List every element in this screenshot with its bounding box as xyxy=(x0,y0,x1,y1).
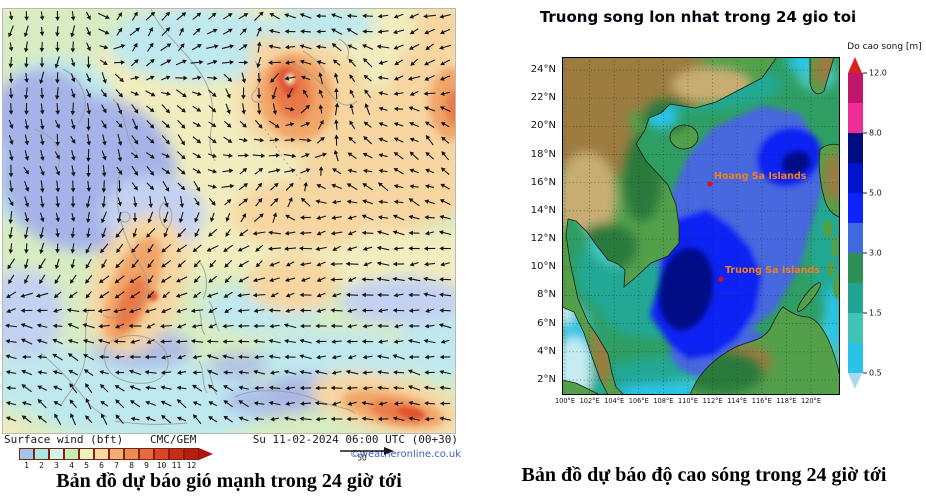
colorbar-segment xyxy=(848,163,863,193)
colorbar-tick: 12.0 xyxy=(863,69,887,78)
wave-height-colorbar xyxy=(848,57,863,389)
beaufort-step-value: 7 xyxy=(114,461,119,470)
beaufort-step xyxy=(49,448,64,460)
lat-tick-label: 2°N xyxy=(537,373,556,385)
beaufort-step xyxy=(64,448,79,460)
longitude-axis: 100°E 102°E 104°E 106°E 108°E 110°E 112°E 114°E… xyxy=(555,396,840,406)
reference-arrow-value: 50 xyxy=(357,454,367,463)
beaufort-step xyxy=(184,448,199,460)
beaufort-scale-arrow xyxy=(199,448,213,460)
lat-tick-label: 12°N xyxy=(530,233,556,245)
beaufort-step-value: 9 xyxy=(144,461,149,470)
colorbar-title: Do cao song [m] xyxy=(847,42,922,52)
wind-map xyxy=(2,8,456,434)
lon-tick-label: 120°E xyxy=(800,397,822,405)
beaufort-step-value: 2 xyxy=(39,461,44,470)
colorbar-segment xyxy=(848,223,863,253)
lon-tick-label: 104°E xyxy=(604,397,625,405)
coastlines xyxy=(32,9,358,425)
beaufort-step-value: 12 xyxy=(186,461,197,470)
beaufort-step xyxy=(34,448,49,460)
latitude-axis: 24°N 22°N 20°N 18°N 16°N 14°N 12°N 10°N 8°N 6°N 4°… xyxy=(520,57,558,395)
beaufort-step-value: 11 xyxy=(171,461,182,470)
wave-map: Hoang Sa Islands Truong Sa Islands xyxy=(562,57,840,395)
beaufort-scale-values: 1 2 3 4 5 6 7 8 9 10 11 12 xyxy=(19,461,199,470)
colorbar-segment xyxy=(848,103,863,133)
lon-tick-label: 108°E xyxy=(653,397,674,405)
lon-tick-label: 106°E xyxy=(628,397,649,405)
colorbar-segment xyxy=(848,343,863,373)
colorbar-segment xyxy=(848,73,863,103)
wave-map-title: Truong song lon nhat trong 24 gio toi xyxy=(539,8,857,26)
map-frame xyxy=(562,57,840,395)
wind-valid-time: Su 11-02-2024 06:00 UTC (00+30) xyxy=(252,433,458,446)
beaufort-step-value: 5 xyxy=(84,461,89,470)
colorbar-segment xyxy=(848,283,863,313)
beaufort-step xyxy=(169,448,184,460)
colorbar-segment xyxy=(848,133,863,163)
colorbar-tick: 0.5 xyxy=(863,369,882,378)
beaufort-step-value: 4 xyxy=(69,461,74,470)
lon-tick-label: 102°E xyxy=(579,397,600,405)
colorbar-segment xyxy=(848,253,863,283)
beaufort-step xyxy=(94,448,109,460)
beaufort-step-value: 8 xyxy=(129,461,134,470)
lat-tick-label: 8°N xyxy=(537,289,556,301)
wind-model-label: CMC/GEM xyxy=(150,433,197,446)
lon-tick-label: 112°E xyxy=(702,397,723,405)
beaufort-step-value: 10 xyxy=(156,461,167,470)
lon-tick-label: 114°E xyxy=(727,397,748,405)
lat-tick-label: 16°N xyxy=(530,176,556,188)
wave-map-caption: Bản đồ dự báo độ cao sóng trong 24 giờ t… xyxy=(521,464,887,486)
beaufort-step-value: 3 xyxy=(54,461,59,470)
lon-tick-label: 118°E xyxy=(776,397,797,405)
beaufort-step-value: 6 xyxy=(99,461,104,470)
lat-tick-label: 24°N xyxy=(530,64,556,75)
reference-wind-arrow: 50 xyxy=(340,447,394,463)
colorbar-tick: 3.0 xyxy=(863,249,882,258)
colorbar-segment xyxy=(848,313,863,343)
colorbar-segments xyxy=(848,73,863,373)
beaufort-step xyxy=(79,448,94,460)
colorbar-overflow-arrow xyxy=(848,57,862,73)
wind-map-caption: Bản đồ dự báo gió mạnh trong 24 giờ tới xyxy=(56,470,402,492)
lon-tick-label: 116°E xyxy=(751,397,772,405)
lon-tick-label: 110°E xyxy=(677,397,699,405)
island-label: Hoang Sa Islands xyxy=(714,171,807,182)
lat-tick-label: 20°N xyxy=(530,120,556,132)
watermark-link: ©weatheronline.co.uk xyxy=(349,449,461,460)
lat-tick-label: 4°N xyxy=(537,345,556,357)
colorbar-tick: 1.5 xyxy=(863,309,882,318)
beaufort-step xyxy=(19,448,34,460)
lon-tick-label: 100°E xyxy=(554,397,576,405)
beaufort-step xyxy=(109,448,124,460)
lat-tick-label: 22°N xyxy=(530,92,556,104)
colorbar-ticks: 12.0 8.0 5.0 3.0 1.5 0.5 xyxy=(863,57,903,395)
graticule-grid xyxy=(562,57,840,395)
wind-arrows xyxy=(5,10,452,426)
lat-tick-label: 18°N xyxy=(530,148,556,160)
colorbar-tick: 8.0 xyxy=(863,129,882,138)
lat-tick-label: 6°N xyxy=(537,317,556,329)
island-labels: Hoang Sa Islands Truong Sa Islands xyxy=(707,171,820,282)
beaufort-step xyxy=(124,448,139,460)
lat-tick-label: 14°N xyxy=(530,204,556,216)
island-label: Truong Sa Islands xyxy=(725,265,820,276)
colorbar-tick: 5.0 xyxy=(863,189,882,198)
lat-tick-label: 10°N xyxy=(530,261,556,273)
beaufort-step xyxy=(154,448,169,460)
colorbar-segment xyxy=(848,193,863,223)
colorbar-underflow-arrow xyxy=(848,373,862,389)
beaufort-scale xyxy=(19,448,213,460)
beaufort-step-value: 1 xyxy=(24,461,29,470)
wind-product-label: Surface wind (bft) xyxy=(4,433,124,446)
beaufort-step xyxy=(139,448,154,460)
